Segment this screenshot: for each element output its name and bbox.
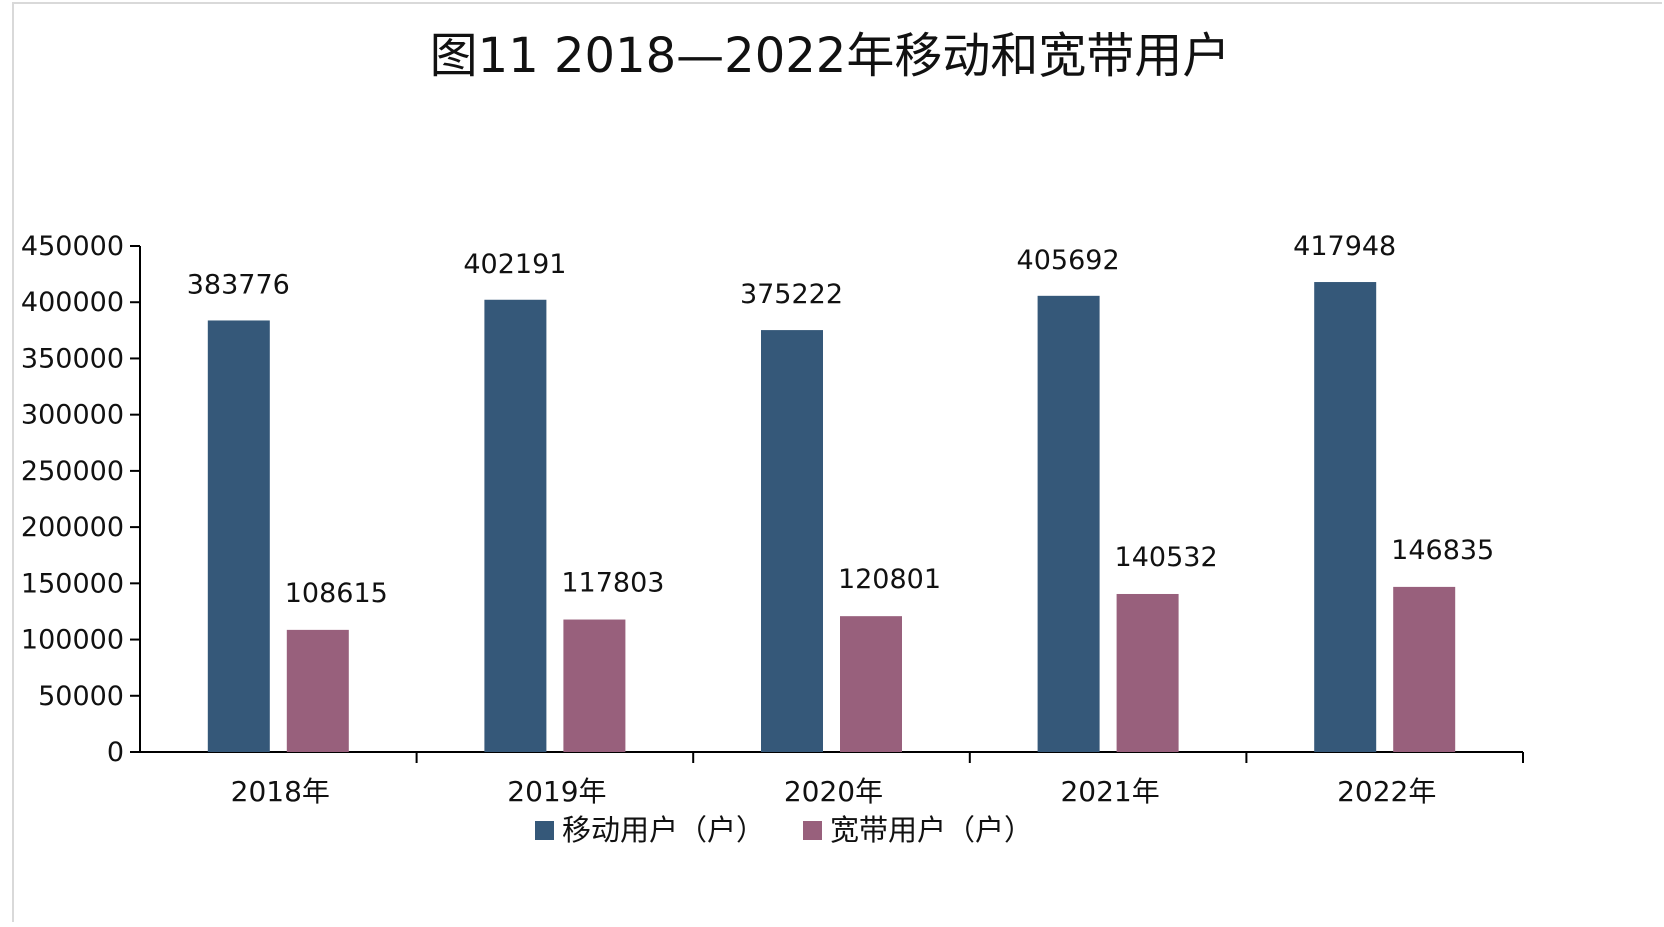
- y-tick-label: 0: [107, 737, 124, 768]
- y-tick-label: 50000: [38, 681, 124, 712]
- y-tick-label: 450000: [21, 231, 124, 262]
- x-category-label: 2021年: [1060, 775, 1159, 808]
- data-label: 405692: [1017, 245, 1120, 276]
- y-tick-label: 100000: [21, 625, 124, 656]
- data-label: 375222: [740, 279, 843, 310]
- x-axis: 2018年 2019年 2020年 2021年 2022年: [140, 751, 1524, 808]
- legend-swatch: [535, 821, 554, 840]
- bar: [1314, 282, 1377, 752]
- data-label: 140532: [1115, 542, 1218, 573]
- bar: [1393, 586, 1456, 752]
- y-tick-label: 350000: [21, 343, 124, 374]
- bar: [1037, 295, 1100, 752]
- bar: [1116, 593, 1179, 752]
- legend: 移动用户（户） 宽带用户（户）: [535, 813, 1033, 847]
- bar: [563, 619, 626, 752]
- legend-item: 移动用户（户）: [535, 813, 765, 847]
- bar: [761, 330, 823, 752]
- chart-frame: [12, 2, 1662, 922]
- data-label: 417948: [1293, 231, 1396, 262]
- data-label: 117803: [561, 568, 664, 599]
- data-label: 383776: [187, 269, 290, 300]
- legend-swatch: [803, 821, 822, 840]
- data-label: 146835: [1391, 535, 1494, 566]
- y-axis: 0 50000 100000 150000 200000 250000 300000 3500…: [21, 231, 141, 768]
- x-category-label: 2022年: [1337, 775, 1436, 808]
- chart-title: 图11 2018—2022年移动和宽带用户: [430, 28, 1231, 84]
- y-tick-label: 200000: [21, 512, 124, 543]
- legend-label: 宽带用户（户）: [830, 813, 1033, 847]
- bar: [840, 616, 902, 752]
- bar: [484, 299, 547, 752]
- data-label: 120801: [838, 564, 941, 595]
- bar: [286, 629, 349, 752]
- bar: [207, 320, 270, 752]
- x-category-label: 2020年: [784, 775, 883, 808]
- legend-item: 宽带用户（户）: [803, 813, 1033, 847]
- data-label: 108615: [285, 578, 388, 609]
- data-label: 402191: [463, 249, 566, 280]
- y-tick-label: 250000: [21, 456, 124, 487]
- x-category-label: 2019年: [507, 775, 606, 808]
- legend-label: 移动用户（户）: [562, 813, 765, 847]
- y-tick-label: 400000: [21, 287, 124, 318]
- y-tick-label: 150000: [21, 568, 124, 599]
- data-labels: 383776 108615 402191 117803 375222 120801 4056…: [187, 231, 1494, 609]
- x-category-label: 2018年: [231, 775, 330, 808]
- y-tick-label: 300000: [21, 400, 124, 431]
- bars: [207, 282, 1456, 752]
